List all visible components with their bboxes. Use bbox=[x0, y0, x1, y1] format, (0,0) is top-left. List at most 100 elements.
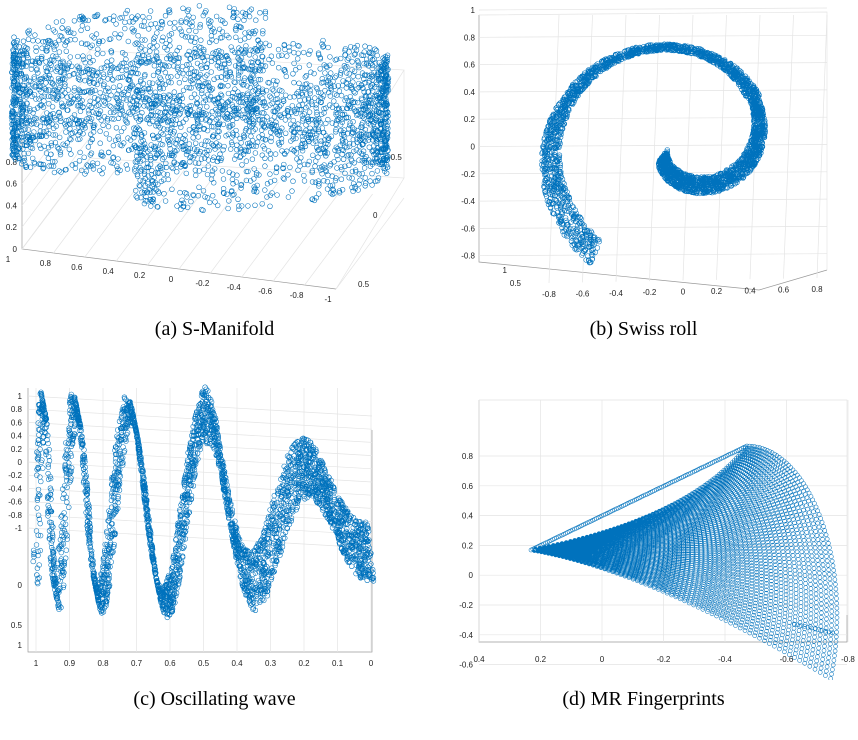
axis-frame bbox=[27, 388, 373, 653]
z-gridline bbox=[27, 514, 373, 536]
x-tick-label: 0.2 bbox=[535, 655, 547, 664]
z-gridline bbox=[478, 89, 828, 93]
y-tick-label: -0.5 bbox=[388, 153, 402, 162]
y-tick-label: 0.5 bbox=[510, 279, 522, 288]
panel-mr-fingerprints: 0.8 0.6 0.4 0.2 0 -0.2 -0.4 -0.6 0.4 0.2 0 -0.2 -0.4… bbox=[429, 370, 858, 740]
x-tick-label: 0 bbox=[681, 288, 686, 297]
y-tick-label: 1 bbox=[503, 266, 508, 275]
z-tick-label: 0.2 bbox=[6, 223, 18, 232]
scatter-points-oscillating-wave bbox=[30, 384, 377, 621]
x-tick-label: -0.8 bbox=[841, 655, 855, 664]
z-tick-label: 0.8 bbox=[464, 33, 476, 42]
z-gridline bbox=[21, 93, 91, 184]
x-tick-label: -1 bbox=[324, 295, 332, 304]
z-gridline bbox=[478, 171, 828, 175]
x-tick-label: -0.6 bbox=[258, 287, 272, 296]
x-tick-label: 0 bbox=[600, 655, 605, 664]
x-tick-label: 0.4 bbox=[473, 655, 485, 664]
x-tick-label: 0.2 bbox=[134, 271, 146, 280]
x-tick-label: 0.7 bbox=[131, 659, 143, 668]
y-tick-label: 1 bbox=[18, 641, 23, 650]
z-tick-label: 0.4 bbox=[11, 432, 23, 441]
panel-swiss-roll: 1 0.8 0.6 0.4 0.2 0 -0.2 -0.4 -0.6 -0.8 -0.8 -0.6 -0… bbox=[429, 0, 858, 370]
y-tick-label: -0.4 bbox=[459, 631, 473, 640]
x-tick-label: 0.8 bbox=[811, 285, 823, 294]
x-tick-label: -0.4 bbox=[609, 289, 623, 298]
x-tick-label: 1 bbox=[6, 255, 11, 264]
mr-fingerprints-plot: 0.80.60.40.20-0.2-0.4-0.60.4 0.2 0 -0.2 -0.4… bbox=[459, 399, 855, 680]
scatter-points-mr-fingerprints bbox=[528, 443, 840, 680]
y-tick-label: 0 bbox=[469, 571, 474, 580]
y-tick-label: -0.2 bbox=[459, 601, 473, 610]
y-tick-label: 0.2 bbox=[462, 541, 474, 550]
z-tick-label: 0.4 bbox=[464, 88, 476, 97]
z-tick-label: 1 bbox=[18, 392, 23, 401]
z-gridline bbox=[478, 116, 828, 120]
x-gridline bbox=[649, 14, 660, 282]
x-tick-label: -0.4 bbox=[718, 655, 732, 664]
z-tick-label: 0.2 bbox=[464, 115, 476, 124]
z-gridline bbox=[478, 144, 828, 147]
x-tick-label: 0.6 bbox=[71, 263, 83, 272]
caption-oscillating-wave: (c) Oscillating wave bbox=[133, 688, 296, 710]
z-gridline bbox=[478, 198, 828, 202]
box-back-edge bbox=[478, 11, 828, 270]
z-tick-label: 0.8 bbox=[11, 405, 23, 414]
x-gridline bbox=[304, 193, 373, 286]
z-gridline bbox=[27, 527, 373, 549]
x-tick-label: 0 bbox=[169, 275, 174, 284]
z-tick-label: 0 bbox=[13, 245, 18, 254]
axis-frame bbox=[478, 15, 828, 291]
x-gridline bbox=[241, 185, 311, 278]
z-tick-label: -0.8 bbox=[8, 511, 22, 520]
x-gridline bbox=[783, 14, 794, 279]
y-tick-label: 0.4 bbox=[462, 512, 474, 521]
x-tick-label: 0 bbox=[369, 659, 374, 668]
x-tick-label: 0.2 bbox=[711, 287, 723, 296]
x-gridline bbox=[816, 14, 828, 279]
s-manifold-plot: 00.20.40.60.811 0.8 0.6 0.4 0.2 0 -0.2 -0.4 -0.6… bbox=[6, 3, 405, 304]
z-tick-label: -0.2 bbox=[8, 471, 22, 480]
x-tick-label: 0.2 bbox=[298, 659, 310, 668]
x-gridline bbox=[21, 157, 91, 250]
z-tick-label: 0.2 bbox=[11, 445, 23, 454]
x-gridline bbox=[272, 189, 342, 282]
panel-oscillating-wave: 1 0.8 0.6 0.4 0.2 0 -0.2 -0.4 -0.6 -0.8 -1 0 0.5 1 1 0.… bbox=[0, 370, 429, 740]
x-gridline bbox=[335, 197, 405, 290]
z-gridline bbox=[27, 501, 373, 522]
x-tick-label: -0.6 bbox=[780, 655, 794, 664]
z-gridline bbox=[478, 34, 828, 38]
x-gridline bbox=[53, 161, 122, 254]
x-tick-label: -0.2 bbox=[196, 279, 210, 288]
y-tick-label: 0 bbox=[373, 211, 378, 220]
z-tick-label: -0.8 bbox=[461, 252, 475, 261]
x-tick-label: 0.6 bbox=[778, 286, 790, 295]
x-tick-label: -0.6 bbox=[576, 289, 590, 298]
z-tick-label: -1 bbox=[15, 524, 23, 533]
x-tick-label: 0.4 bbox=[744, 286, 756, 295]
z-tick-label: -0.2 bbox=[461, 170, 475, 179]
x-tick-label: 0.8 bbox=[40, 259, 52, 268]
scatter-points-swiss-roll bbox=[539, 41, 768, 266]
z-tick-label: 0.4 bbox=[6, 201, 18, 210]
y-tick-label: 0.5 bbox=[11, 621, 23, 630]
x-tick-label: 0.4 bbox=[231, 659, 243, 668]
panel-s-manifold: 0 0.2 0.4 0.6 0.8 1 1 0.8 0.6 0.4 0.2 0 -0.2 -0.4 -0.6… bbox=[0, 0, 429, 370]
z-tick-label: 0.6 bbox=[6, 180, 18, 189]
x-tick-label: 0.6 bbox=[164, 659, 176, 668]
x-tick-label: 1 bbox=[34, 659, 39, 668]
z-tick-label: -0.4 bbox=[8, 484, 22, 493]
y-tick-label: 0.8 bbox=[462, 452, 474, 461]
z-gridline bbox=[478, 62, 828, 65]
swiss-roll-plot: 1 0.8 0.6 0.4 0.2 0 -0.2 -0.4 -0.6 -0.8 -0.8 -0.6 -0… bbox=[461, 6, 828, 299]
z-tick-label: -0.6 bbox=[8, 498, 22, 507]
caption-swiss-roll: (b) Swiss roll bbox=[589, 318, 698, 340]
z-tick-label: -0.6 bbox=[461, 224, 475, 233]
x-gridline bbox=[84, 165, 154, 258]
x-gridline bbox=[115, 169, 185, 262]
y-tick-label: 0.5 bbox=[358, 280, 370, 289]
z-gridline bbox=[478, 7, 828, 11]
x-tick-label: -0.2 bbox=[643, 288, 657, 297]
x-tick-label: 0.3 bbox=[265, 659, 277, 668]
z-tick-label: 0 bbox=[471, 143, 476, 152]
